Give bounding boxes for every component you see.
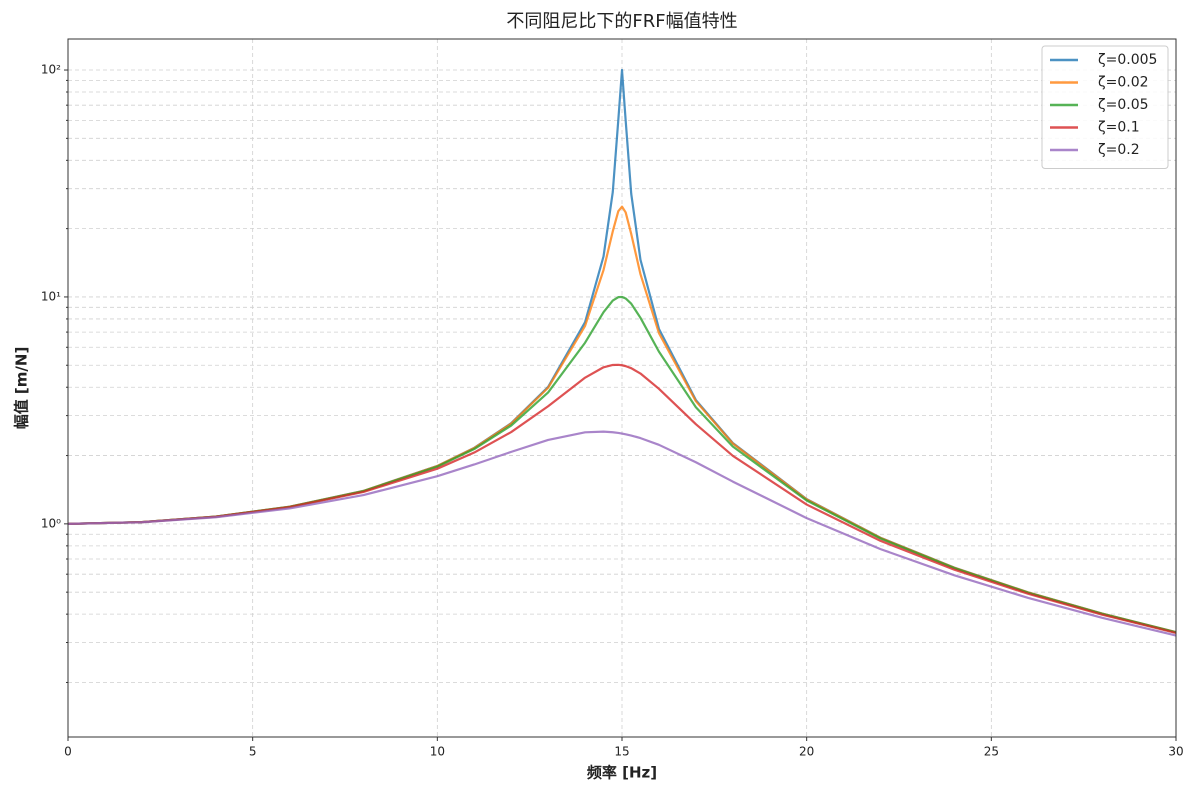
x-tick-label: 30 <box>1168 745 1183 759</box>
legend-label: ζ=0.05 <box>1098 97 1149 113</box>
legend-label: ζ=0.2 <box>1098 142 1140 158</box>
legend-label: ζ=0.02 <box>1098 75 1149 91</box>
x-axis-label: 频率 [Hz] <box>587 764 657 782</box>
legend-label: ζ=0.005 <box>1098 52 1157 68</box>
data-line <box>68 363 1176 635</box>
legend-box <box>1041 45 1169 169</box>
y-tick-label: 10¹ <box>41 289 61 303</box>
x-tick-label: 15 <box>614 745 629 759</box>
y-tick-label: 10⁰ <box>41 516 61 530</box>
legend-label: ζ=0.1 <box>1098 120 1140 136</box>
x-tick-label: 20 <box>799 745 814 759</box>
x-tick-label: 0 <box>64 745 72 759</box>
y-tick-label: 10² <box>41 63 61 77</box>
plot-frame <box>67 38 1177 738</box>
y-axis-label: 幅值 [m/N] <box>13 347 31 430</box>
chart-title: 不同阻尼比下的FRF幅值特性 <box>506 11 737 32</box>
data-line <box>68 430 1176 637</box>
x-tick-label: 25 <box>984 745 999 759</box>
x-tick-label: 10 <box>430 745 445 759</box>
x-tick-label: 5 <box>249 745 257 759</box>
